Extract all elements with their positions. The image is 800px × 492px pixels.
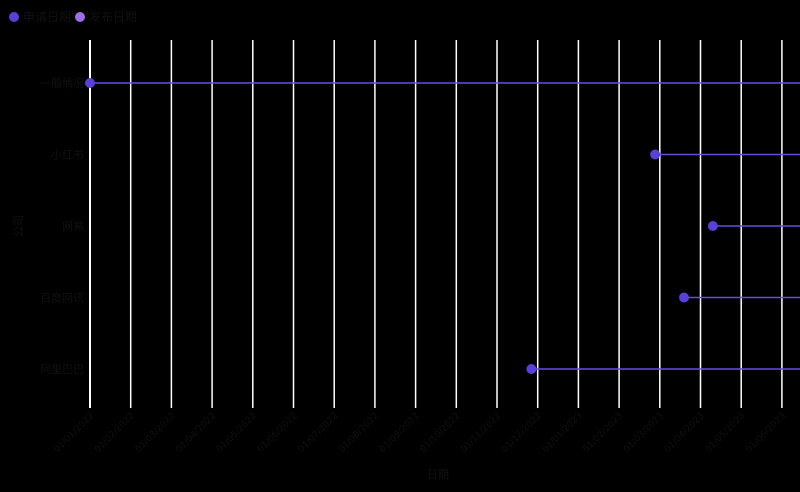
y-category-label: 一般情况 bbox=[40, 77, 84, 90]
start-date-point bbox=[85, 78, 95, 88]
start-date-point bbox=[650, 149, 661, 160]
dumbbell-marks bbox=[85, 78, 800, 374]
y-category-label: 小红书 bbox=[51, 149, 84, 162]
legend-label-end: 发布日期 bbox=[89, 9, 137, 24]
legend: 申请日期 发布日期 bbox=[9, 9, 137, 24]
y-category-label: 网易 bbox=[62, 220, 84, 233]
y-category-label: 百度网讯 bbox=[40, 291, 84, 305]
x-gridlines bbox=[89, 40, 783, 408]
start-date-point bbox=[679, 292, 689, 303]
legend-swatch-start bbox=[9, 12, 19, 22]
legend-swatch-end bbox=[75, 12, 85, 22]
y-category-label: 阿里巴巴 bbox=[40, 363, 84, 376]
legend-label-start: 申请日期 bbox=[23, 10, 71, 24]
x-axis-title: 日期 bbox=[427, 468, 449, 481]
start-date-point bbox=[526, 364, 537, 374]
y-axis-title: 公司 bbox=[12, 215, 25, 237]
start-date-point bbox=[707, 221, 718, 231]
